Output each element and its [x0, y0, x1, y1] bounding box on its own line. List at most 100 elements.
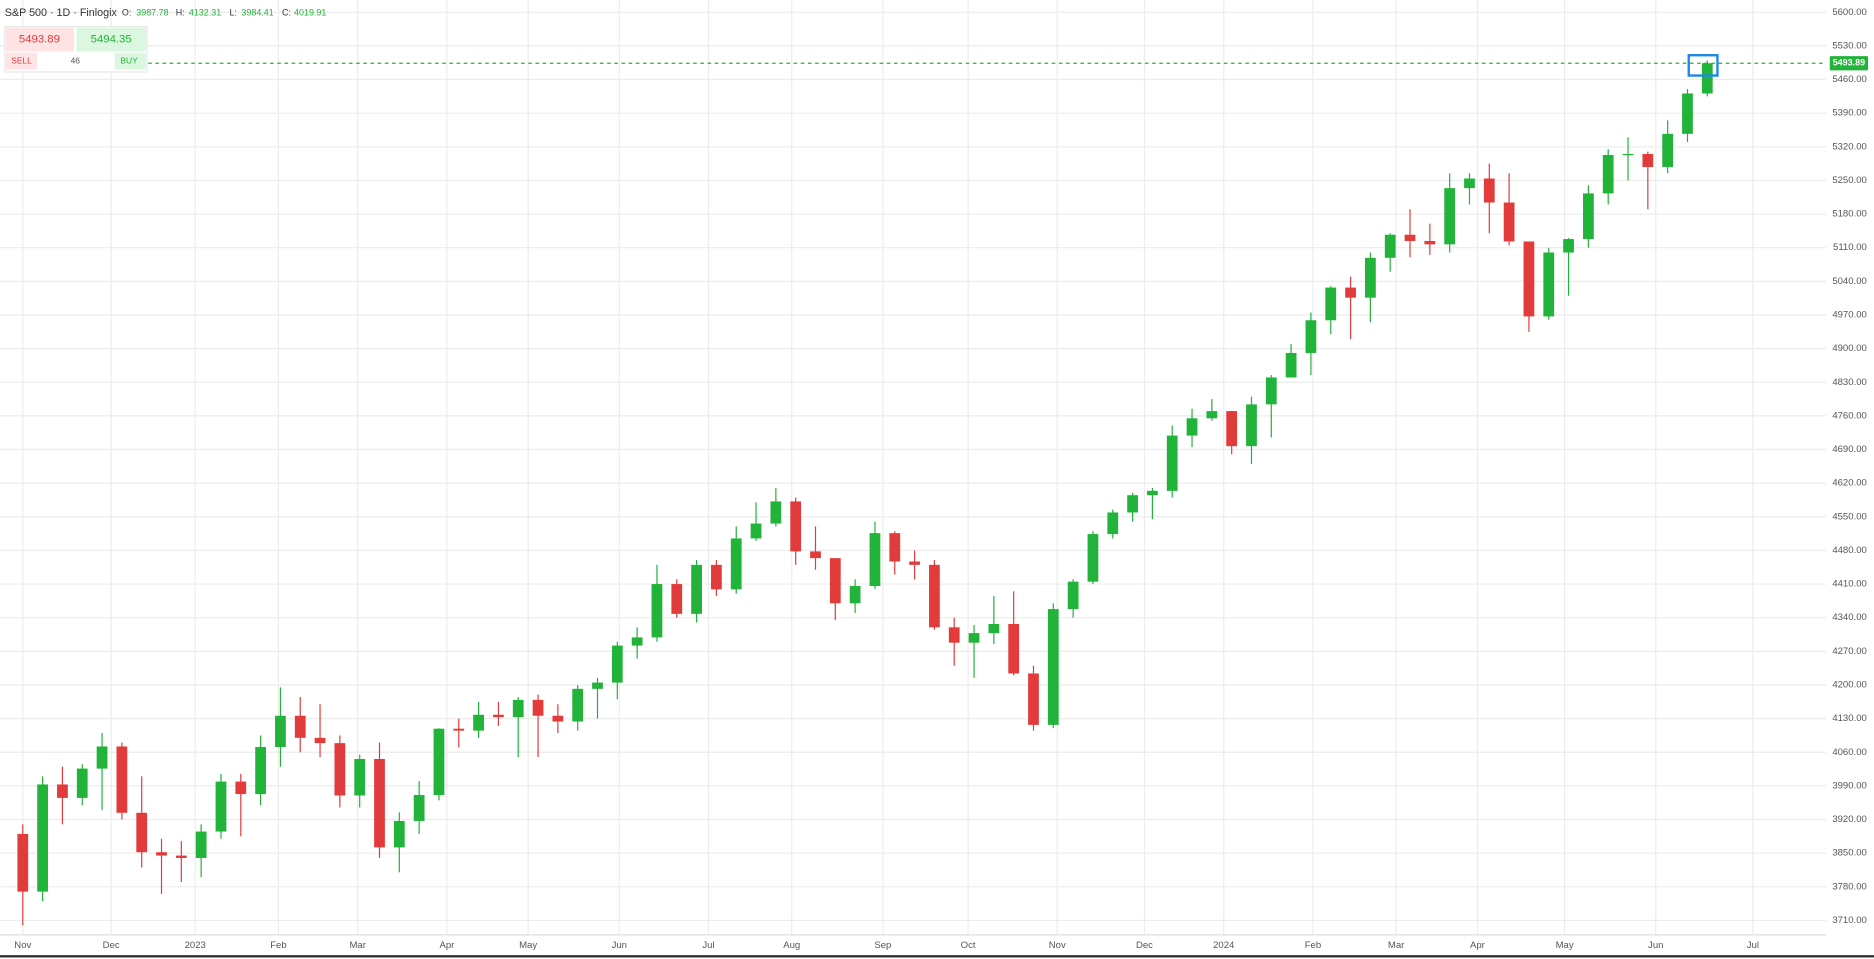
- candle-body: [1682, 93, 1693, 134]
- ohlc-value: 3987.78: [136, 8, 168, 18]
- candle-body: [849, 585, 861, 604]
- x-tick-label: Aug: [783, 940, 800, 951]
- candle-body: [17, 833, 29, 892]
- candle-body: [1226, 411, 1238, 447]
- candle-body: [215, 781, 227, 832]
- y-tick-label: 5390.00: [1832, 108, 1867, 119]
- x-tick-label: Mar: [349, 940, 366, 951]
- candle-body: [1662, 133, 1674, 167]
- x-tick-label: 2024: [1213, 940, 1235, 951]
- candle-body: [592, 682, 603, 689]
- y-tick-label: 3920.00: [1832, 814, 1867, 825]
- header: S&P 500 · 1D · Finlogix O: 3987.78 H: 41…: [5, 7, 327, 19]
- candle-body: [473, 714, 484, 731]
- candle-body: [1166, 435, 1178, 491]
- candle-body: [314, 737, 326, 744]
- candle-body: [889, 533, 901, 562]
- candle-body: [1325, 287, 1337, 321]
- sell-tab[interactable]: [5, 52, 38, 70]
- candle-body: [1404, 234, 1416, 241]
- y-tick-label: 4200.00: [1832, 680, 1867, 691]
- candle-body: [374, 758, 385, 848]
- candle-body: [175, 855, 187, 858]
- y-tick-label: 4620.00: [1832, 478, 1867, 489]
- candle-body: [294, 715, 306, 738]
- spread: 46: [71, 55, 81, 65]
- candle-body: [711, 564, 722, 590]
- trade-panel: 5493.89 5494.35 SELL 46 BUY: [4, 25, 148, 73]
- y-tick-label: 5600.00: [1832, 7, 1867, 18]
- current-price-box: [1829, 56, 1869, 71]
- candle-body: [453, 728, 465, 731]
- y-tick-label: 5040.00: [1832, 276, 1867, 287]
- candle-body: [988, 623, 1000, 634]
- candle-body: [552, 715, 564, 722]
- candle-body: [413, 795, 425, 821]
- candle-body: [1285, 352, 1297, 378]
- x-tick-label: Feb: [1305, 940, 1321, 951]
- buy-button[interactable]: [76, 27, 146, 52]
- candle-body: [1583, 193, 1594, 240]
- x-tick-label: Mar: [1388, 940, 1405, 951]
- candle-body: [1602, 154, 1614, 194]
- candle-body: [1444, 188, 1456, 245]
- y-tick-label: 4760.00: [1832, 410, 1867, 421]
- candle-body: [96, 746, 108, 769]
- candle-body: [1107, 512, 1119, 535]
- candle-body: [255, 746, 266, 795]
- candle-body: [1503, 202, 1515, 242]
- candle-body: [275, 715, 286, 747]
- y-tick-label: 4340.00: [1832, 612, 1867, 623]
- candle-body: [1464, 178, 1475, 189]
- y-tick-label: 3850.00: [1832, 848, 1867, 859]
- y-tick-label: 5180.00: [1832, 209, 1867, 220]
- candle-body: [1523, 241, 1535, 317]
- sell-price[interactable]: 5493.89: [19, 34, 60, 46]
- candle-body: [869, 533, 881, 586]
- buy-price[interactable]: 5494.35: [91, 34, 132, 46]
- ohlc-value: 4019.91: [294, 8, 326, 18]
- candle-body: [829, 558, 841, 604]
- x-tick-label: Sep: [874, 940, 891, 951]
- label: O:: [122, 8, 131, 18]
- sell-label[interactable]: SELL: [11, 55, 32, 65]
- candle-body: [1701, 63, 1713, 94]
- candle-body: [1305, 320, 1317, 353]
- candle-body: [929, 564, 940, 628]
- candle-body: [611, 645, 623, 683]
- y-tick-label: 4970.00: [1832, 310, 1867, 321]
- y-tick-label: 5110.00: [1833, 242, 1867, 253]
- candle-body: [631, 637, 643, 646]
- x-tick-label: Apr: [439, 940, 455, 951]
- candle-body: [730, 538, 742, 590]
- candle-body: [770, 501, 782, 524]
- candle-body: [1206, 411, 1218, 419]
- y-tick-label: 3990.00: [1832, 780, 1867, 791]
- candle-body: [512, 699, 524, 718]
- x-tick-label: May: [1556, 940, 1574, 951]
- buy-label[interactable]: BUY: [120, 55, 138, 65]
- candle-body: [671, 584, 683, 614]
- candle-body: [532, 699, 544, 716]
- ohlc-value: 3984.41: [241, 8, 273, 18]
- buy-tab[interactable]: [114, 52, 146, 70]
- candle-body: [1483, 178, 1495, 203]
- candle-body: [1008, 623, 1020, 674]
- y-tick-label: 4060.00: [1832, 747, 1867, 758]
- y-tick-label: 5320.00: [1832, 141, 1867, 152]
- candle-body: [195, 831, 207, 858]
- candle-body: [1265, 377, 1277, 405]
- candle-body: [76, 768, 88, 798]
- candle-body: [354, 758, 366, 796]
- y-tick-label: 4410.00: [1832, 579, 1867, 590]
- x-tick-label: May: [519, 940, 537, 951]
- candle-body: [393, 820, 405, 848]
- candle-body: [1087, 534, 1099, 582]
- sell-button[interactable]: [5, 27, 75, 52]
- x-tick-label: Oct: [961, 940, 976, 951]
- y-tick-label: 4550.00: [1832, 511, 1867, 522]
- y-tick-label: 5530.00: [1832, 40, 1867, 51]
- candle-body: [909, 561, 920, 565]
- candles: [17, 60, 1713, 926]
